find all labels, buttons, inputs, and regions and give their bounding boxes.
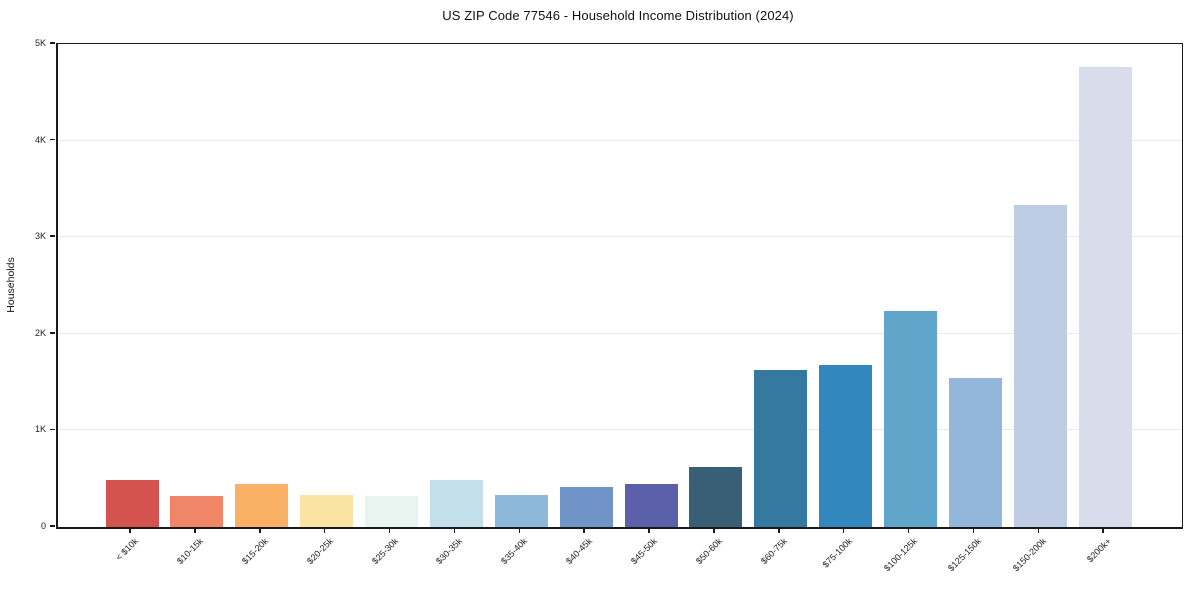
gridline-2K [58,332,1182,334]
x-tick-mark-$25-30k [388,528,391,533]
y-tick-label-1K: 1K [34,424,46,435]
y-tick-mark-4K [50,138,55,141]
bar-$40-45k [559,487,613,527]
y-tick-label-4K: 4K [34,134,46,145]
bar-< $10k [105,480,159,527]
x-tick-label-$45-50k: $45-50k [628,536,660,567]
x-tick-label-$40-45k: $40-45k [564,536,595,567]
x-tick-label-$35-40k: $35-40k [499,536,530,567]
x-tick-label-$150-200k: $150-200k [1011,536,1049,574]
bar-$20-25k [300,494,354,527]
bar-$35-40k [494,495,548,527]
x-tick-mark-$200k+ [1102,528,1104,533]
x-tick-label-$125-150k: $125-150k [946,536,984,574]
x-tick-label-$50-60k: $50-60k [693,536,724,567]
x-tick-mark-$20-25k [323,528,326,533]
x-tick-mark-$30-35k [453,528,456,533]
x-tick-label-$30-35k: $30-35k [434,536,465,567]
x-tick-mark-$60-75k [778,528,780,533]
x-tick-mark-$15-20k [259,528,261,533]
x-tick-mark-$75-100k [842,528,845,533]
x-tick-label-$75-100k: $75-100k [820,536,854,570]
y-axis-label: Households [5,257,17,313]
y-tick-mark-3K [50,235,55,237]
gridline-1K [58,429,1182,431]
y-tick-mark-5K [50,42,55,44]
x-tick-mark-$50-60k [713,528,715,533]
y-tick-label-0: 0 [40,521,46,531]
x-tick-label-< $10k: < $10k [113,536,141,563]
bar-$45-50k [624,483,678,527]
y-tick-label-2K: 2K [34,327,46,338]
x-tick-label-$10-15k: $10-15k [174,536,205,567]
plot-area [56,43,1183,529]
x-tick-mark-< $10k [129,528,131,533]
x-tick-label-$15-20k: $15-20k [239,536,270,567]
gridline-4K [58,139,1182,141]
x-tick-mark-$10-15k [194,528,196,533]
bar-$25-30k [365,495,418,527]
bar-$200k+ [1078,67,1132,527]
bar-$75-100k [819,364,873,527]
x-tick-label-$60-75k: $60-75k [758,536,789,567]
x-tick-mark-$125-150k [972,528,975,533]
bar-$60-75k [754,369,808,527]
bar-$30-35k [429,479,483,527]
y-tick-label-5K: 5K [34,38,46,48]
x-tick-mark-$45-50k [648,528,650,533]
bar-$15-20k [235,484,289,527]
x-tick-label-$20-25k: $20-25k [304,536,335,567]
x-tick-label-$25-30k: $25-30k [369,536,400,567]
bar-$100-125k [884,310,937,527]
x-tick-label-$200k+: $200k+ [1085,536,1114,565]
chart-title: US ZIP Code 77546 - Household Income Dis… [442,8,794,23]
x-tick-mark-$35-40k [518,528,520,533]
bar-$125-150k [948,378,1002,527]
y-tick-mark-2K [50,332,55,334]
bar-$50-60k [689,467,743,527]
gridline-3K [58,236,1182,238]
bar-$10-15k [170,496,224,527]
x-tick-mark-$40-45k [583,528,585,533]
bar-$150-200k [1013,205,1067,527]
x-tick-mark-$100-125k [907,528,910,533]
y-tick-mark-1K [50,428,55,431]
y-tick-mark-0 [50,525,55,527]
y-tick-label-3K: 3K [34,231,46,242]
x-tick-label-$100-125k: $100-125k [881,536,919,574]
x-tick-mark-$150-200k [1037,528,1039,533]
